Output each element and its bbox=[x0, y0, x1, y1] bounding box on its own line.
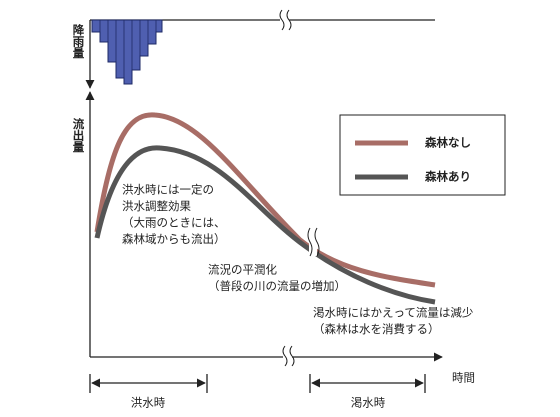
runoff-axis-label: 流出量 bbox=[72, 117, 86, 152]
period-label: 洪水時 bbox=[131, 396, 166, 410]
annotation: 流況の平潤化 bbox=[208, 263, 277, 277]
annotation: 洪水調整効果 bbox=[122, 199, 191, 213]
annotation: 渇水時にはかえって流量は減少 bbox=[313, 306, 473, 320]
annotation: 洪水時には一定の bbox=[122, 183, 214, 197]
rain-hyetograph bbox=[91, 19, 163, 85]
legend-box bbox=[339, 114, 506, 196]
break-gap bbox=[283, 348, 292, 366]
annotation: 森林域からも流出） bbox=[122, 232, 226, 246]
legend-label: 森林あり bbox=[425, 170, 471, 184]
period-label: 渇水時 bbox=[351, 396, 386, 410]
rain-bar-dividers bbox=[99, 20, 157, 84]
break-mark bbox=[282, 345, 295, 367]
curve-forest bbox=[94, 145, 436, 305]
annotation: （森林は水を消費する） bbox=[313, 322, 440, 336]
break-gap bbox=[280, 12, 289, 28]
time-axis-label: 時間 bbox=[452, 371, 475, 385]
break-gap bbox=[309, 230, 317, 256]
rain-axis-label: 降雨量 bbox=[72, 23, 86, 58]
legend-label: 森林なし bbox=[425, 136, 471, 150]
break-mark bbox=[307, 227, 320, 257]
annotation: （大雨のときには、 bbox=[122, 216, 226, 230]
curve-no-forest bbox=[94, 112, 436, 288]
break-mark bbox=[279, 9, 292, 31]
period-ticks bbox=[89, 374, 426, 393]
annotation: （普段の川の流量の増加） bbox=[208, 279, 346, 293]
